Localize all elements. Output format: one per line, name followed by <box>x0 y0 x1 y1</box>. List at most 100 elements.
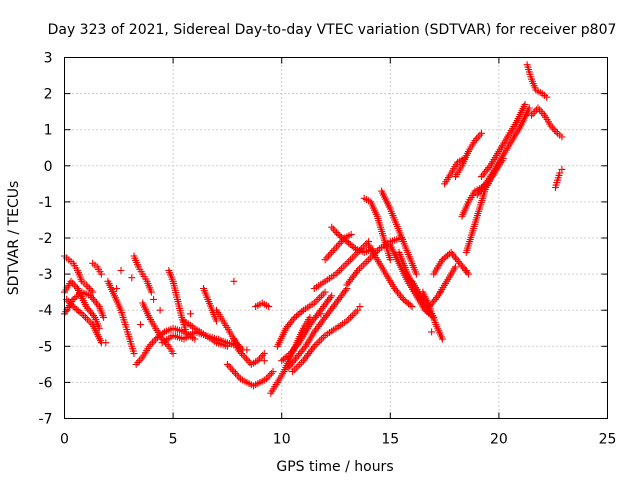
y-tick-label: 1 <box>44 123 53 139</box>
data-point <box>233 371 241 379</box>
data-point <box>182 328 190 336</box>
x-tick-label: 0 <box>60 432 69 448</box>
data-point <box>412 270 420 278</box>
data-point <box>294 362 302 370</box>
data-point <box>215 335 223 343</box>
data-point <box>265 303 273 311</box>
data-point <box>321 288 329 296</box>
data-point <box>73 293 81 300</box>
series-arc-6 <box>104 277 138 357</box>
data-point <box>347 313 354 321</box>
data-point <box>243 346 251 354</box>
chart-title: Day 323 of 2021, Sidereal Day-to-day VTE… <box>48 22 617 38</box>
data-point <box>440 254 448 262</box>
data-point <box>281 354 289 362</box>
data-point <box>239 351 247 359</box>
data-point <box>294 311 302 318</box>
data-point <box>550 126 558 134</box>
data-point <box>348 254 356 262</box>
data-point <box>293 312 300 320</box>
data-point <box>386 256 394 264</box>
data-point <box>80 312 88 320</box>
series-arc-35 <box>441 155 468 188</box>
data-point <box>156 306 164 314</box>
data-point <box>100 313 108 321</box>
series-arc-22 <box>289 306 362 376</box>
data-point <box>316 337 324 345</box>
tick-labels: 0 5 10 15 20 25 -7 -6 -5 -4 -3 -2 -1 0 1 2 3 <box>39 51 617 448</box>
series-arc-5 <box>89 259 105 278</box>
series-arc-4 <box>61 252 97 296</box>
series-scatter-points <box>102 119 520 365</box>
data-point <box>436 288 444 296</box>
data-point <box>228 366 236 374</box>
series-arc-28 <box>365 241 416 311</box>
series-arc-33 <box>419 288 446 343</box>
data-point <box>149 339 156 347</box>
data-point <box>442 253 450 261</box>
data-point <box>238 350 245 357</box>
data-point <box>230 368 238 376</box>
y-tick-label: -4 <box>39 303 53 319</box>
data-point <box>525 104 533 112</box>
data-point <box>345 258 353 265</box>
data-point <box>292 364 300 372</box>
data-point <box>331 227 339 235</box>
series-arc-29 <box>378 187 420 278</box>
data-point <box>83 315 91 323</box>
series-arc-43 <box>551 165 566 191</box>
data-point <box>74 291 82 299</box>
data-point <box>257 353 265 361</box>
data-point <box>312 297 320 305</box>
y-tick-label: -7 <box>39 412 53 428</box>
data-point <box>343 238 351 246</box>
data-point <box>317 310 325 318</box>
data-point <box>85 317 93 325</box>
data-point <box>333 229 340 237</box>
series-arc-40 <box>478 100 529 181</box>
data-point <box>319 333 327 341</box>
data-point <box>260 357 268 365</box>
x-tick-label: 25 <box>599 432 617 448</box>
data-point <box>267 369 275 377</box>
series-arc-32 <box>408 263 459 311</box>
data-points <box>61 61 566 397</box>
data-point <box>241 353 249 361</box>
data-point <box>321 256 329 264</box>
series-arc-27 <box>360 194 394 264</box>
data-point <box>350 243 358 251</box>
x-tick-label: 10 <box>273 432 291 448</box>
data-point <box>406 301 414 309</box>
data-point <box>290 366 298 374</box>
data-point <box>363 258 371 265</box>
data-point <box>242 355 250 363</box>
series-arc-7 <box>130 252 155 296</box>
data-point <box>223 360 231 368</box>
data-point <box>328 223 336 231</box>
data-point <box>474 133 482 141</box>
data-point <box>69 295 77 303</box>
plot-frame <box>64 57 608 419</box>
series-arc-36 <box>452 129 485 181</box>
data-point <box>558 133 566 141</box>
data-point <box>84 283 92 291</box>
data-point <box>246 359 254 366</box>
data-point <box>334 230 342 238</box>
series-arc-39 <box>473 104 533 199</box>
data-point <box>187 310 194 318</box>
data-point <box>296 360 304 368</box>
data-point <box>339 263 347 271</box>
data-point <box>318 292 325 300</box>
data-point <box>169 350 177 357</box>
data-point <box>339 235 347 243</box>
y-tick-label: -1 <box>39 195 53 211</box>
data-point <box>341 261 349 269</box>
data-point <box>97 270 105 278</box>
y-tick-label: 0 <box>44 159 53 175</box>
data-point <box>401 297 409 305</box>
data-point <box>260 350 268 357</box>
data-point <box>528 111 535 119</box>
data-point <box>74 307 82 315</box>
